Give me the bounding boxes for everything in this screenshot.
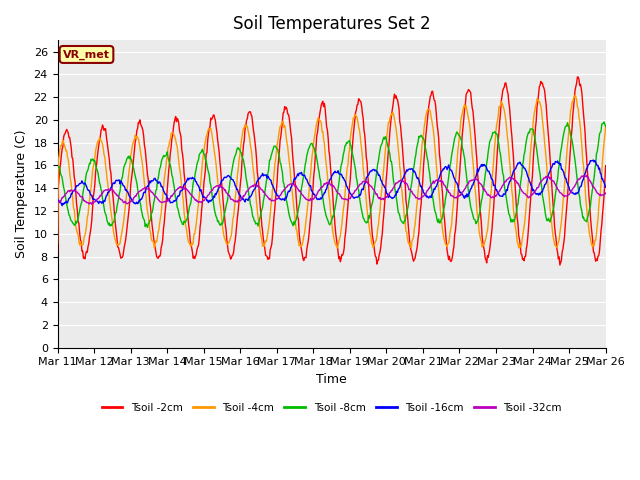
Tsoil -16cm xyxy=(602,184,609,190)
Tsoil -4cm xyxy=(205,126,212,132)
Tsoil -32cm xyxy=(602,190,609,196)
Tsoil -32cm xyxy=(88,202,95,207)
Line: Tsoil -8cm: Tsoil -8cm xyxy=(58,122,605,228)
Tsoil -32cm xyxy=(63,189,71,195)
Tsoil -4cm xyxy=(415,181,422,187)
Tsoil -2cm xyxy=(414,235,422,241)
Tsoil -4cm xyxy=(63,154,71,160)
Tsoil -8cm xyxy=(120,164,128,170)
Tsoil -16cm xyxy=(65,197,72,203)
Tsoil -2cm xyxy=(54,252,61,257)
Y-axis label: Soil Temperature (C): Soil Temperature (C) xyxy=(15,130,28,258)
Tsoil -4cm xyxy=(54,240,61,246)
Tsoil -2cm xyxy=(63,128,71,134)
Line: Tsoil -32cm: Tsoil -32cm xyxy=(58,176,605,204)
Tsoil -2cm xyxy=(120,247,128,252)
Tsoil -2cm xyxy=(556,262,564,268)
Tsoil -2cm xyxy=(175,128,183,133)
Tsoil -4cm xyxy=(572,92,579,98)
Tsoil -16cm xyxy=(415,177,422,183)
Tsoil -4cm xyxy=(398,189,406,195)
Tsoil -32cm xyxy=(177,184,184,190)
Line: Tsoil -16cm: Tsoil -16cm xyxy=(58,160,605,206)
Line: Tsoil -4cm: Tsoil -4cm xyxy=(58,95,605,248)
Tsoil -32cm xyxy=(583,173,591,179)
Tsoil -16cm xyxy=(54,196,61,202)
Tsoil -8cm xyxy=(602,123,609,129)
Tsoil -32cm xyxy=(205,192,213,197)
Tsoil -8cm xyxy=(54,164,61,169)
Tsoil -4cm xyxy=(175,165,183,170)
Tsoil -32cm xyxy=(399,179,406,184)
Tsoil -32cm xyxy=(415,196,422,202)
Tsoil -8cm xyxy=(177,216,184,221)
Legend: Tsoil -2cm, Tsoil -4cm, Tsoil -8cm, Tsoil -16cm, Tsoil -32cm: Tsoil -2cm, Tsoil -4cm, Tsoil -8cm, Tsoi… xyxy=(97,399,566,417)
Tsoil -16cm xyxy=(121,184,129,190)
Tsoil -2cm xyxy=(398,140,406,146)
Tsoil -8cm xyxy=(63,205,71,211)
Title: Soil Temperatures Set 2: Soil Temperatures Set 2 xyxy=(233,15,430,33)
Tsoil -4cm xyxy=(602,123,609,129)
Tsoil -8cm xyxy=(143,225,151,230)
Text: VR_met: VR_met xyxy=(63,49,110,60)
Tsoil -2cm xyxy=(573,74,581,80)
Tsoil -32cm xyxy=(121,199,129,204)
Tsoil -4cm xyxy=(408,245,415,251)
Tsoil -8cm xyxy=(600,119,608,125)
Tsoil -16cm xyxy=(58,203,66,209)
Tsoil -4cm xyxy=(120,217,128,223)
Tsoil -2cm xyxy=(205,130,212,136)
Tsoil -8cm xyxy=(415,133,422,139)
Tsoil -16cm xyxy=(589,157,597,163)
Tsoil -32cm xyxy=(54,199,61,204)
X-axis label: Time: Time xyxy=(316,373,347,386)
Tsoil -16cm xyxy=(399,176,406,181)
Tsoil -8cm xyxy=(399,220,406,226)
Line: Tsoil -2cm: Tsoil -2cm xyxy=(58,77,605,265)
Tsoil -2cm xyxy=(602,163,609,168)
Tsoil -16cm xyxy=(205,198,213,204)
Tsoil -8cm xyxy=(205,172,213,178)
Tsoil -16cm xyxy=(177,188,184,194)
